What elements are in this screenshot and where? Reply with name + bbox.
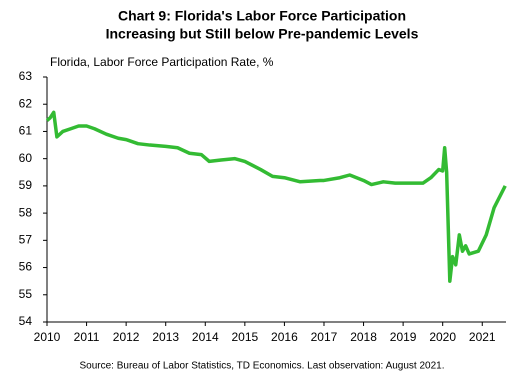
x-tick-label: 2020	[429, 330, 456, 344]
y-tick-label: 63	[19, 69, 33, 83]
x-tick-label: 2017	[311, 330, 338, 344]
x-tick-label: 2016	[271, 330, 298, 344]
x-tick-label: 2010	[34, 330, 61, 344]
y-tick-label: 54	[19, 314, 33, 328]
source-note: Source: Bureau of Labor Statistics, TD E…	[79, 361, 444, 372]
data-line	[45, 110, 507, 283]
x-tick-label: 2011	[74, 330, 100, 344]
x-tick-label: 2015	[231, 330, 258, 344]
y-tick-label: 56	[19, 260, 33, 274]
y-tick-label: 55	[19, 287, 33, 301]
y-tick-label: 58	[19, 205, 33, 219]
chart-title: Increasing but Still below Pre-pandemic …	[106, 26, 419, 42]
y-tick-label: 57	[19, 233, 33, 247]
y-tick-label: 60	[19, 151, 33, 165]
x-tick-label: 2018	[350, 330, 377, 344]
x-tick-label: 2019	[390, 330, 417, 344]
chart-title: Chart 9: Florida's Labor Force Participa…	[118, 8, 406, 24]
y-tick-label: 61	[19, 124, 33, 138]
x-tick-label: 2014	[192, 330, 219, 344]
y-tick-label: 62	[19, 96, 33, 110]
x-tick-label: 2013	[152, 330, 179, 344]
y-tick-label: 59	[19, 178, 33, 192]
x-tick-label: 2012	[113, 330, 140, 344]
x-tick-label: 2021	[469, 330, 496, 344]
y-axis-label: Florida, Labor Force Participation Rate,…	[50, 55, 274, 69]
